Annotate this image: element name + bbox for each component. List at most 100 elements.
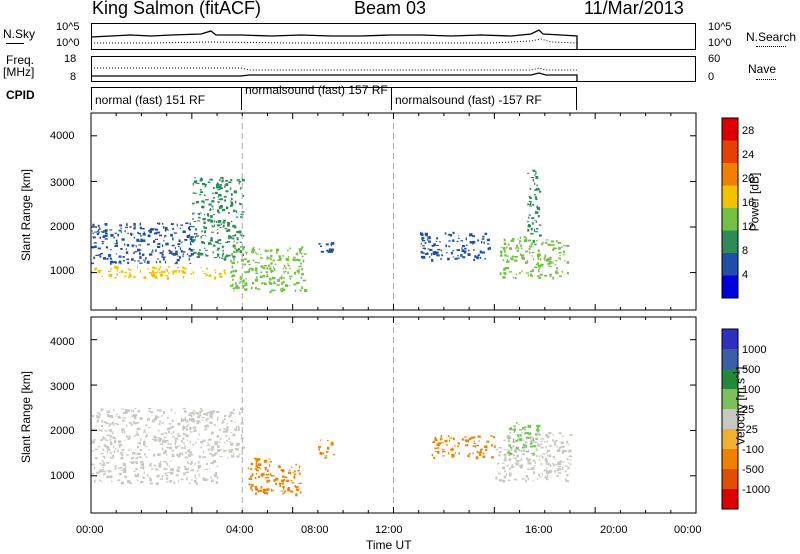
velocity-cell — [188, 462, 190, 465]
power-cell — [534, 188, 537, 191]
power-cell — [232, 274, 236, 277]
power-cell — [203, 226, 208, 229]
velocity-cell — [536, 428, 539, 432]
power-cell — [139, 256, 142, 259]
velocity-cell — [137, 427, 141, 430]
power-cell — [133, 244, 135, 246]
velocity-cell — [109, 423, 112, 425]
velocity-cell — [173, 481, 176, 485]
velocity-cell — [288, 471, 291, 475]
velocity-cell — [569, 459, 572, 461]
power-cell — [264, 283, 267, 286]
velocity-cell — [567, 466, 570, 470]
power-cell — [436, 237, 438, 240]
power-cell — [137, 248, 140, 252]
velocity-cell — [172, 436, 175, 438]
velocity-cell — [221, 422, 225, 424]
power-cell — [128, 276, 129, 279]
velocity-cell — [568, 443, 570, 446]
power-cell — [301, 255, 304, 258]
velocity-cell — [165, 440, 169, 442]
power-cell — [168, 252, 172, 254]
power-cell — [421, 239, 426, 242]
power-cell — [212, 187, 215, 189]
power-cell — [523, 236, 527, 238]
velocity-cell — [514, 462, 516, 464]
velocity-colorbar-title-exp: -1 — [731, 369, 742, 378]
power-cell — [107, 270, 112, 273]
velocity-cell — [546, 469, 548, 472]
velocity-cell — [175, 474, 179, 477]
power-cell — [235, 284, 239, 287]
power-cell — [186, 236, 190, 239]
velocity-cell — [94, 457, 98, 460]
power-cell — [162, 223, 164, 225]
velocity-cell — [121, 408, 125, 410]
velocity-cell — [103, 473, 105, 476]
power-cell — [208, 219, 210, 222]
velocity-cell — [166, 446, 170, 449]
velocity-cell — [432, 441, 436, 443]
power-cell — [151, 273, 155, 277]
power-cell — [325, 243, 329, 246]
power-cell — [427, 236, 431, 240]
power-cell — [236, 237, 239, 241]
velocity-cell — [280, 479, 284, 482]
power-cell — [241, 234, 245, 237]
velocity-cell — [186, 419, 188, 422]
velocity-cell — [476, 450, 479, 453]
velocity-cell — [163, 439, 167, 443]
power-cell — [208, 203, 212, 206]
velocity-cell — [569, 463, 572, 466]
velocity-cell — [94, 479, 96, 482]
velocity-cell — [114, 440, 117, 444]
x-tick-6: 00:00 — [674, 524, 702, 536]
velocity-cell — [288, 469, 291, 471]
power-cell — [521, 254, 525, 257]
velocity-cell — [542, 453, 546, 455]
power-cell — [530, 242, 533, 245]
velocity-cell — [291, 482, 295, 484]
velocity-cell — [191, 419, 194, 423]
power-cell — [237, 248, 241, 251]
power-cell — [238, 182, 240, 185]
velocity-cell — [106, 411, 110, 413]
power-cell — [175, 253, 178, 256]
velocity-cell — [182, 437, 185, 441]
x-tick-2: 08:00 — [301, 524, 329, 536]
power-cell — [245, 251, 248, 253]
power-cell — [566, 272, 569, 275]
velocity-colorbar-tick-label: -1000 — [742, 484, 770, 496]
power-cell — [528, 239, 531, 242]
power-cell — [214, 276, 216, 280]
velocity-cell — [169, 479, 173, 483]
power-cell — [260, 253, 262, 255]
velocity-cell — [177, 445, 181, 447]
power-cell — [157, 222, 158, 225]
power-cell — [134, 225, 136, 228]
velocity-cell — [171, 449, 174, 452]
power-cell — [473, 249, 475, 251]
velocity-cell — [266, 480, 269, 483]
power-cell — [502, 276, 506, 279]
velocity-cell — [229, 450, 233, 453]
power-cell — [100, 252, 104, 255]
power-cell — [268, 281, 271, 285]
velocity-cell — [229, 411, 234, 414]
power-cell — [232, 235, 236, 237]
power-cell — [166, 229, 169, 231]
velocity-cell — [491, 456, 493, 458]
power-cell — [543, 258, 545, 260]
noise-left-tick-top: 10^5 — [56, 21, 80, 33]
velocity-cell — [535, 437, 539, 440]
velocity-cell — [129, 482, 132, 485]
velocity-cell — [477, 435, 481, 438]
velocity-cell — [103, 462, 105, 466]
velocity-cell — [202, 477, 205, 480]
velocity-cell — [192, 444, 195, 446]
velocity-panel — [90, 316, 697, 514]
power-cell — [172, 237, 174, 241]
velocity-cell — [228, 438, 230, 440]
power-cell — [182, 266, 185, 269]
velocity-cell — [515, 446, 519, 450]
